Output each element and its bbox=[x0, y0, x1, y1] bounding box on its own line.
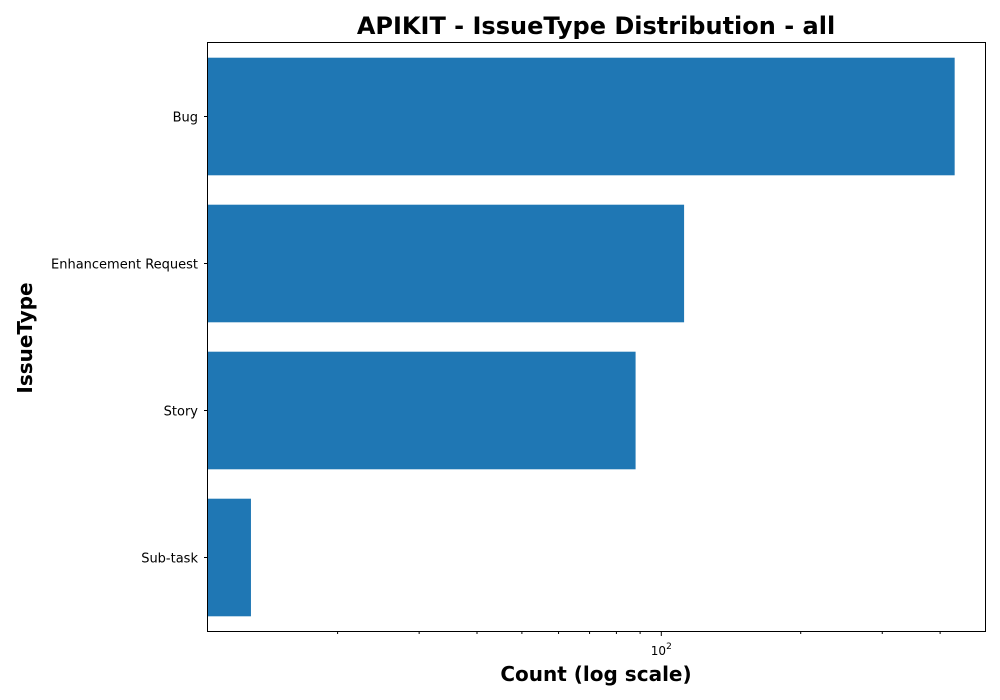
bar-sub-task bbox=[208, 498, 251, 617]
y-tick-label: Enhancement Request bbox=[51, 258, 198, 273]
y-tick-label: Story bbox=[164, 405, 199, 420]
y-tick-label: Sub-task bbox=[141, 552, 198, 567]
bar-enhancement-request bbox=[208, 204, 685, 323]
bar-story bbox=[208, 351, 636, 470]
bar-bug bbox=[208, 57, 955, 176]
x-tick-label: 102 bbox=[651, 642, 672, 658]
bars-group bbox=[208, 57, 955, 617]
x-axis-label: Count (log scale) bbox=[500, 662, 691, 686]
ticks-group: Bug Enhancement Request Story Sub-task 102 bbox=[51, 111, 941, 658]
y-tick-label: Bug bbox=[173, 111, 198, 126]
chart-title: APIKIT - IssueType Distribution - all bbox=[357, 12, 835, 40]
y-axis-label: IssueType bbox=[13, 282, 37, 393]
plot-frame bbox=[207, 42, 986, 632]
